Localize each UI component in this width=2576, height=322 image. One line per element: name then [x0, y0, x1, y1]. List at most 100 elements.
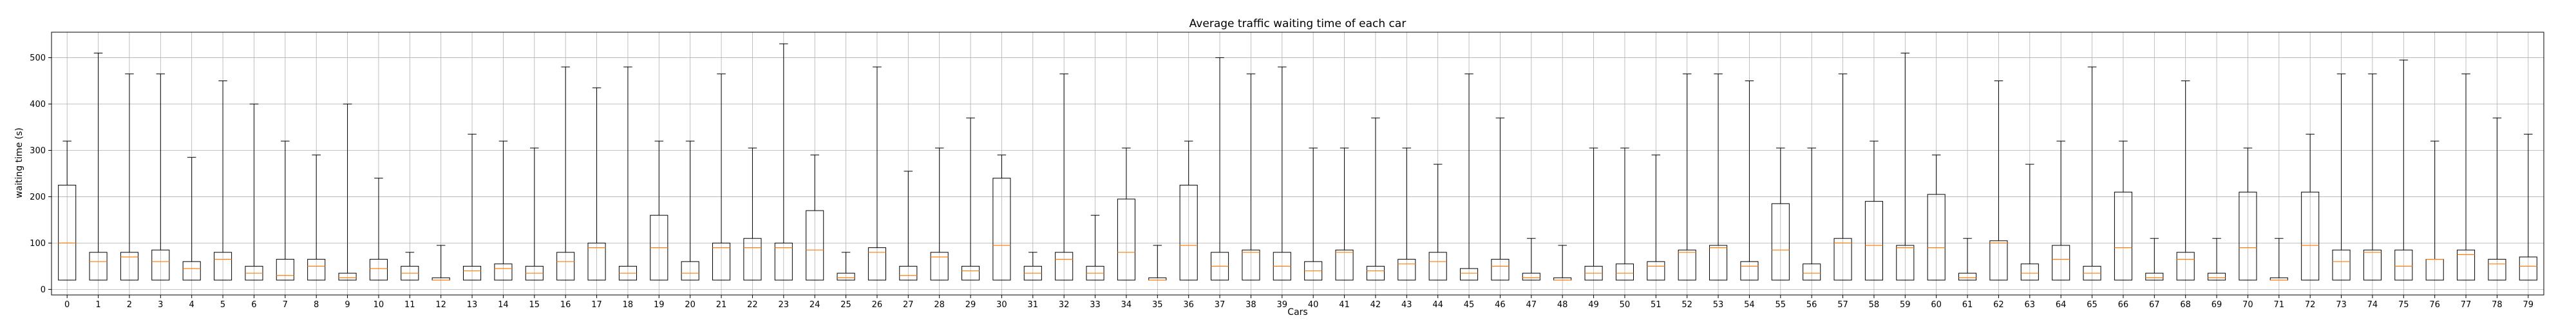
- box-car-47: [1522, 238, 1540, 281]
- iqr-box: [806, 210, 824, 281]
- iqr-box: [151, 249, 170, 281]
- iqr-box: [1179, 184, 1198, 281]
- x-tick-label: 77: [2461, 300, 2472, 310]
- x-tick-label: 51: [1651, 300, 1662, 310]
- iqr-box: [587, 242, 606, 281]
- x-tick-label: 66: [2118, 300, 2129, 310]
- iqr-box: [1522, 272, 1540, 281]
- box-car-58: [1864, 140, 1883, 281]
- x-tick-label: 22: [747, 300, 758, 310]
- iqr-box: [1366, 265, 1385, 281]
- x-tick-label: 49: [1588, 300, 1599, 310]
- iqr-box: [1896, 245, 1915, 281]
- x-tick-label: 17: [591, 300, 602, 310]
- iqr-box: [1242, 249, 1260, 281]
- box-car-20: [681, 140, 699, 281]
- box-car-12: [431, 245, 450, 281]
- iqr-box: [743, 238, 762, 281]
- box-car-39: [1273, 66, 1291, 281]
- iqr-box: [89, 252, 108, 281]
- x-tick-label: 76: [2429, 300, 2440, 310]
- x-tick-label: 20: [685, 300, 696, 310]
- x-tick-label: 47: [1526, 300, 1537, 310]
- box-car-9: [338, 104, 357, 281]
- x-tick-label: 64: [2056, 300, 2067, 310]
- x-tick-label: 21: [716, 300, 727, 310]
- iqr-box: [214, 252, 232, 281]
- box-car-59: [1896, 52, 1915, 281]
- x-tick-label: 19: [654, 300, 665, 310]
- x-tick-label: 30: [996, 300, 1007, 310]
- box-car-57: [1833, 73, 1852, 281]
- x-tick-label: 32: [1059, 300, 1070, 310]
- box-car-53: [1709, 73, 1728, 281]
- x-tick-label: 50: [1620, 300, 1631, 310]
- box-car-74: [2363, 73, 2382, 281]
- y-axis-title: waiting time (s): [14, 128, 24, 198]
- x-tick-label: 27: [903, 300, 914, 310]
- box-car-33: [1086, 214, 1104, 281]
- x-tick-label: 74: [2367, 300, 2378, 310]
- x-tick-label: 14: [498, 300, 509, 310]
- iqr-box: [2519, 256, 2537, 281]
- box-car-73: [2332, 73, 2351, 281]
- box-car-50: [1615, 147, 1634, 281]
- iqr-box: [1989, 240, 2008, 281]
- y-tick-label: 300: [30, 146, 46, 156]
- iqr-box: [961, 265, 980, 281]
- box-car-18: [618, 66, 637, 281]
- iqr-box: [899, 265, 918, 281]
- x-tick-label: 1: [95, 300, 100, 310]
- iqr-box: [1771, 203, 1790, 281]
- iqr-box: [2332, 249, 2351, 281]
- box-car-38: [1242, 73, 1260, 281]
- x-tick-label: 12: [435, 300, 446, 310]
- box-car-15: [525, 147, 544, 281]
- x-tick-label: 72: [2305, 300, 2316, 310]
- box-car-36: [1179, 140, 1198, 281]
- box-car-45: [1460, 73, 1479, 281]
- iqr-box: [2363, 249, 2382, 281]
- box-car-78: [2488, 117, 2506, 281]
- x-axis-title: Cars: [1287, 307, 1307, 317]
- box-car-75: [2394, 59, 2413, 281]
- x-tick-label: 38: [1245, 300, 1256, 310]
- x-tick-label: 71: [2274, 300, 2285, 310]
- x-tick-label: 41: [1339, 300, 1350, 310]
- box-car-64: [2052, 140, 2070, 281]
- x-tick-label: 55: [1776, 300, 1786, 310]
- x-tick-label: 23: [779, 300, 790, 310]
- iqr-box: [182, 261, 201, 281]
- x-tick-label: 44: [1432, 300, 1443, 310]
- box-car-42: [1366, 117, 1385, 281]
- y-tick-label: 200: [30, 193, 46, 202]
- box-car-66: [2114, 140, 2132, 281]
- x-tick-label: 42: [1370, 300, 1381, 310]
- box-car-40: [1304, 147, 1323, 281]
- iqr-box: [1709, 245, 1728, 281]
- box-car-31: [1023, 252, 1042, 281]
- iqr-box: [2208, 272, 2226, 281]
- iqr-box: [338, 272, 357, 281]
- box-car-51: [1647, 155, 1665, 281]
- iqr-box: [58, 184, 77, 281]
- box-car-55: [1771, 147, 1790, 281]
- box-car-7: [276, 140, 294, 281]
- box-car-48: [1553, 245, 1572, 281]
- iqr-box: [307, 259, 326, 281]
- x-tick-label: 11: [404, 300, 415, 310]
- iqr-box: [1491, 259, 1510, 281]
- iqr-box: [1927, 194, 1946, 281]
- box-car-69: [2208, 238, 2226, 281]
- x-tick-label: 73: [2336, 300, 2347, 310]
- iqr-box: [1803, 263, 1821, 281]
- box-car-65: [2083, 66, 2101, 281]
- x-tick-label: 3: [158, 300, 163, 310]
- x-tick-label: 2: [127, 300, 132, 310]
- x-tick-label: 15: [529, 300, 540, 310]
- iqr-box: [2239, 191, 2257, 281]
- x-tick-label: 9: [345, 300, 350, 310]
- iqr-box: [556, 252, 575, 281]
- x-tick-label: 63: [2025, 300, 2036, 310]
